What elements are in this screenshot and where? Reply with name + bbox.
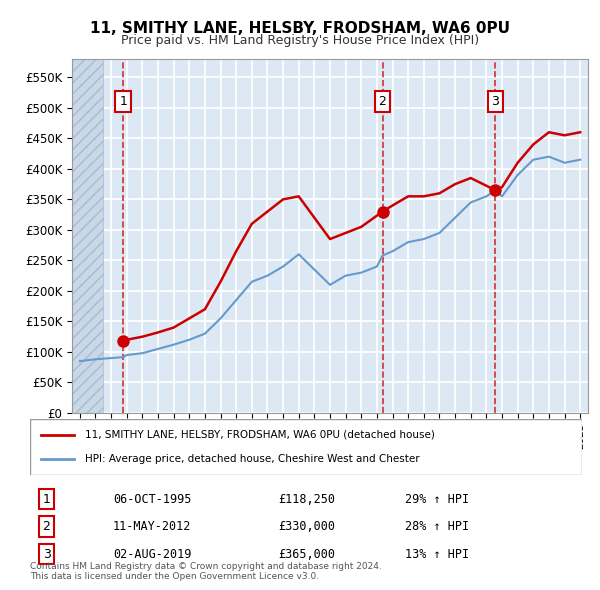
Text: 1: 1 [43, 493, 50, 506]
Text: 11, SMITHY LANE, HELSBY, FRODSHAM, WA6 0PU (detached house): 11, SMITHY LANE, HELSBY, FRODSHAM, WA6 0… [85, 430, 435, 440]
Text: 02-AUG-2019: 02-AUG-2019 [113, 548, 191, 560]
Text: 1: 1 [119, 95, 127, 108]
Text: 2: 2 [43, 520, 50, 533]
Text: 3: 3 [43, 548, 50, 560]
Text: 13% ↑ HPI: 13% ↑ HPI [406, 548, 469, 560]
Text: 2: 2 [379, 95, 386, 108]
Text: Price paid vs. HM Land Registry's House Price Index (HPI): Price paid vs. HM Land Registry's House … [121, 34, 479, 47]
Text: £365,000: £365,000 [278, 548, 335, 560]
Text: 11-MAY-2012: 11-MAY-2012 [113, 520, 191, 533]
Text: Contains HM Land Registry data © Crown copyright and database right 2024.
This d: Contains HM Land Registry data © Crown c… [30, 562, 382, 581]
Text: £330,000: £330,000 [278, 520, 335, 533]
Text: 11, SMITHY LANE, HELSBY, FRODSHAM, WA6 0PU: 11, SMITHY LANE, HELSBY, FRODSHAM, WA6 0… [90, 21, 510, 35]
Text: 06-OCT-1995: 06-OCT-1995 [113, 493, 191, 506]
FancyBboxPatch shape [30, 419, 582, 475]
Text: £118,250: £118,250 [278, 493, 335, 506]
Text: 28% ↑ HPI: 28% ↑ HPI [406, 520, 469, 533]
Text: HPI: Average price, detached house, Cheshire West and Chester: HPI: Average price, detached house, Ches… [85, 454, 420, 464]
Text: 29% ↑ HPI: 29% ↑ HPI [406, 493, 469, 506]
Text: 3: 3 [491, 95, 499, 108]
